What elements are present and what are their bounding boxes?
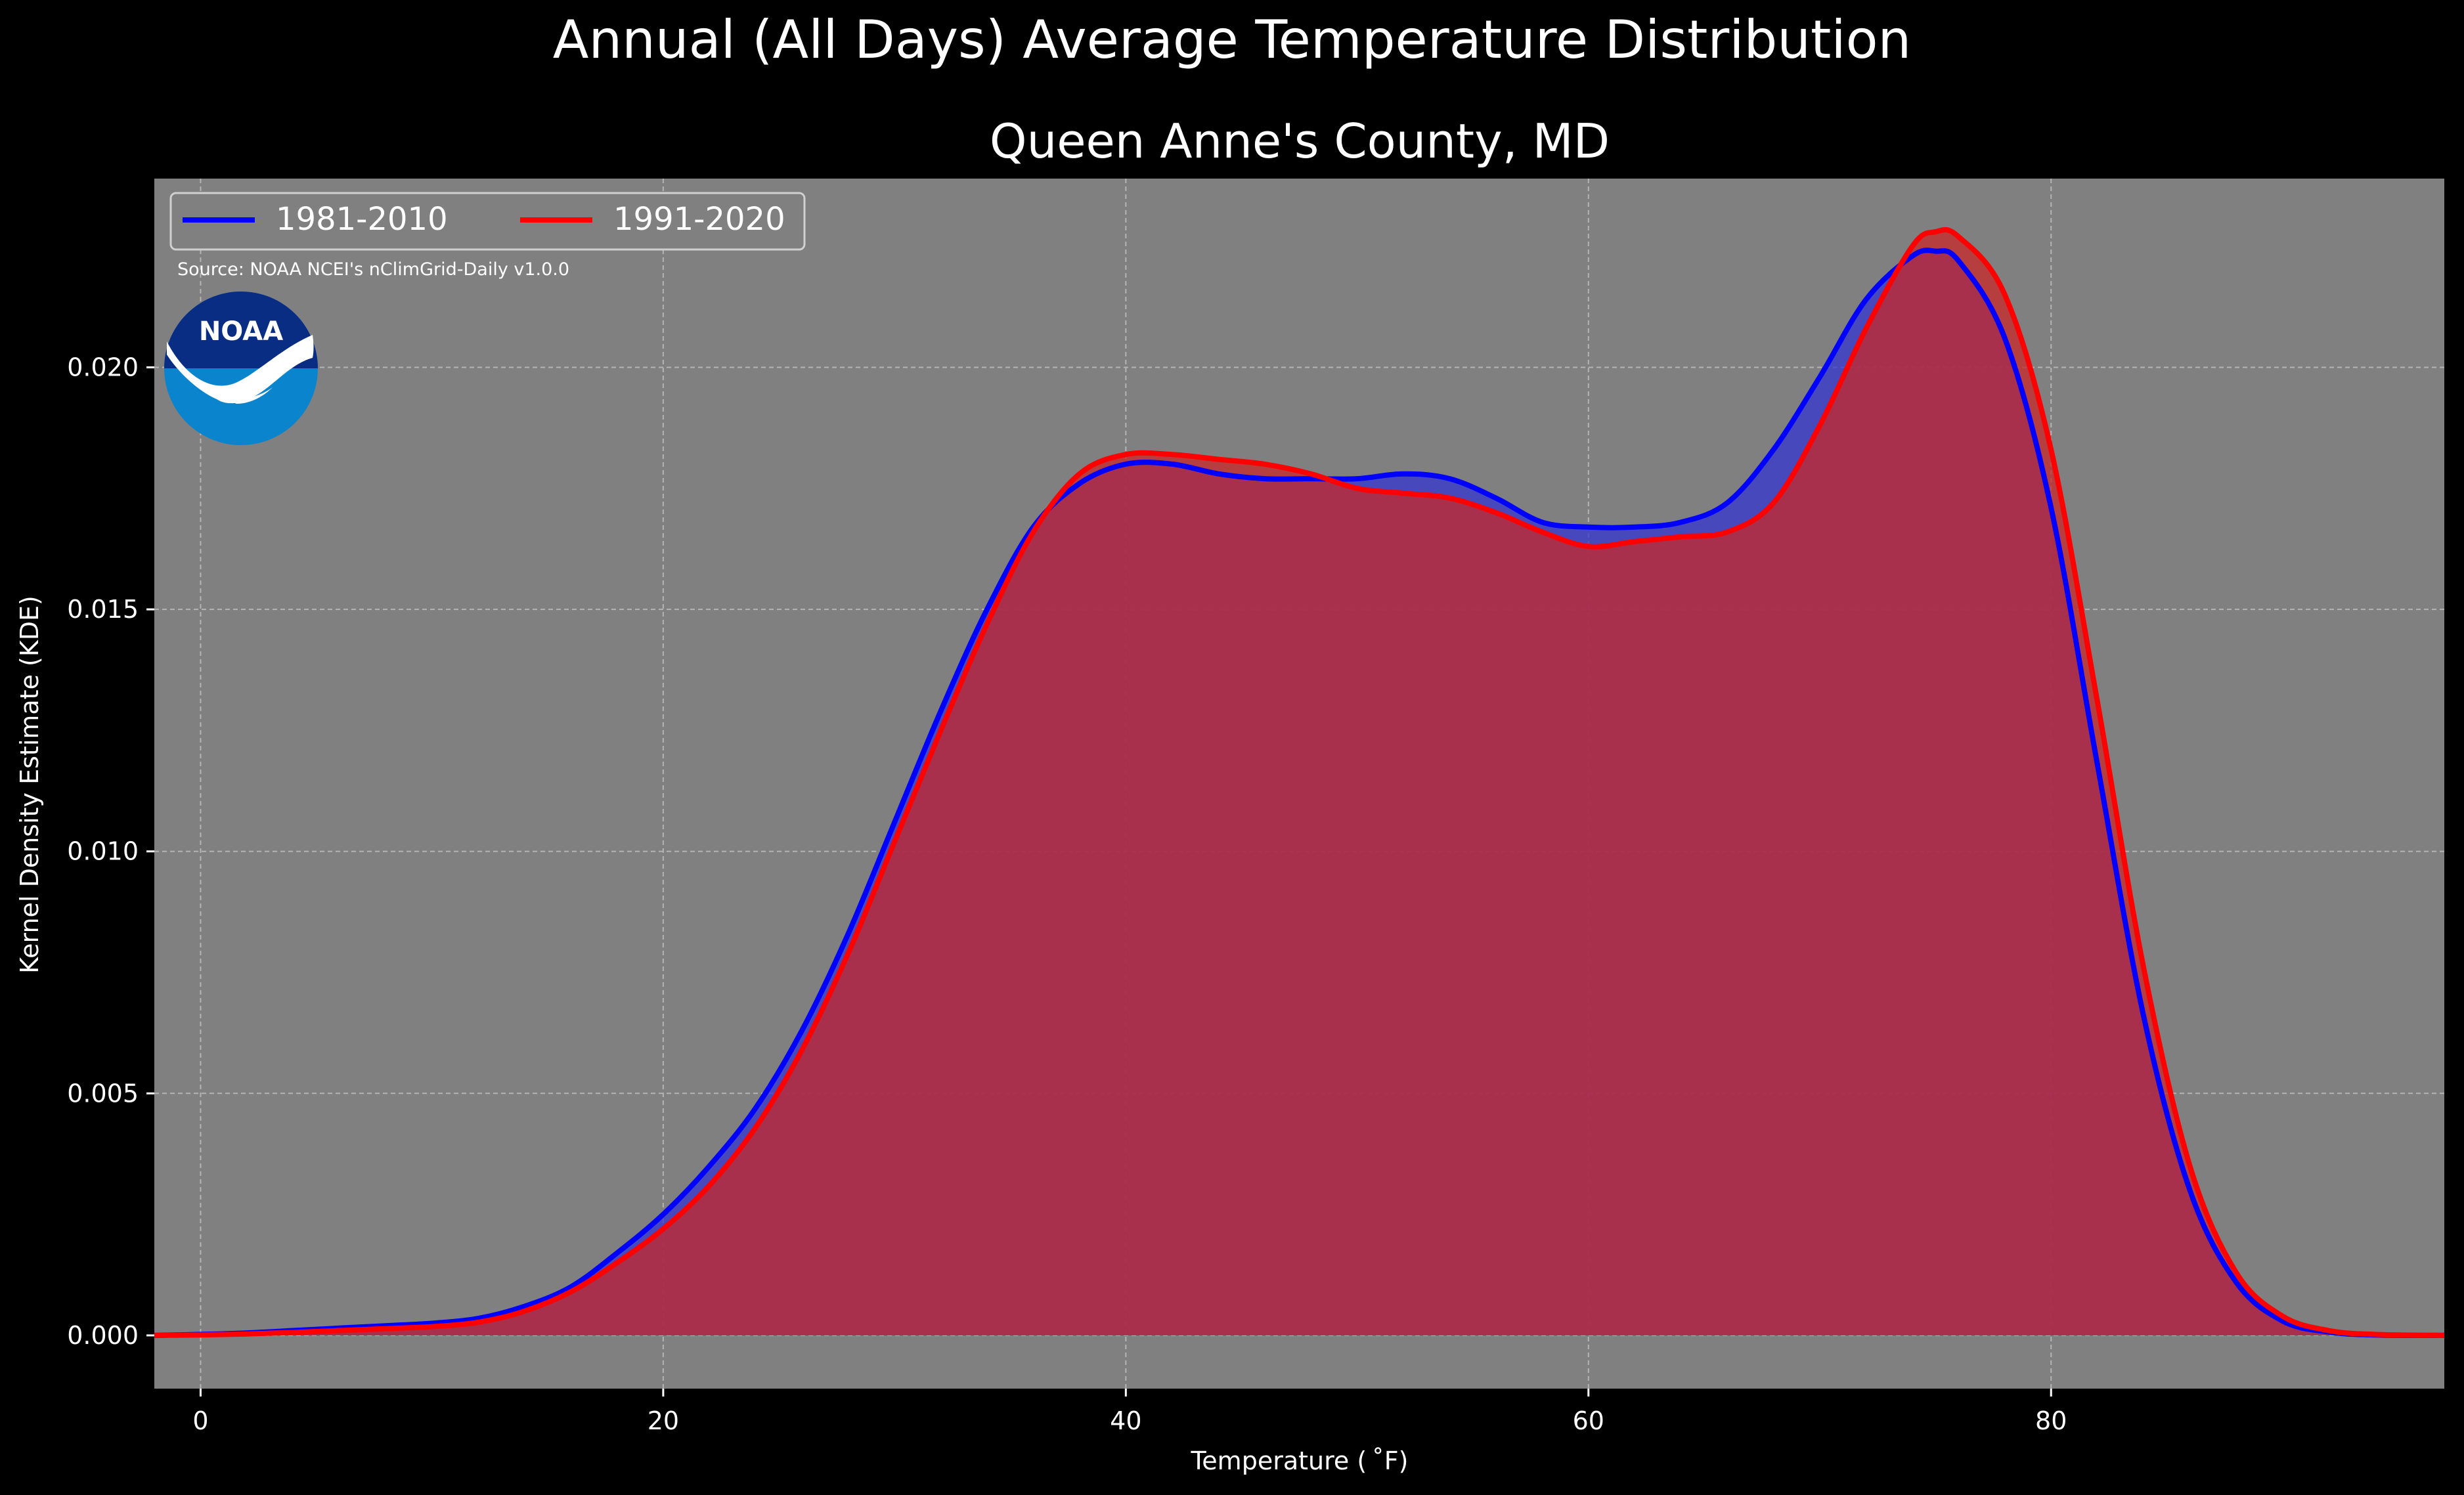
noaa-logo-text: NOAA — [199, 316, 283, 347]
legend-label-1981-2010: 1981-2010 — [276, 201, 448, 238]
series-line-1991-2020 — [154, 227, 2445, 1338]
y-tick-label: 0.005 — [67, 1079, 139, 1108]
x-tick-label: 80 — [2035, 1406, 2067, 1435]
y-tick-label: 0.000 — [67, 1321, 139, 1350]
x-tick-label: 40 — [1110, 1406, 1141, 1435]
y-tick-label: 0.010 — [67, 837, 139, 866]
legend-box — [169, 192, 806, 251]
legend: 1981-2010 1991-2020 — [169, 192, 806, 251]
axis-ticks: 0 20 40 60 80 0.000 0.005 0.010 0.015 0.020 — [67, 353, 2067, 1435]
series-fill-layer — [154, 229, 2444, 1335]
source-note: Source: NOAA NCEI's nClimGrid-Daily v1.0… — [177, 259, 569, 280]
y-axis-label: Kernel Density Estimate (KDE) — [15, 596, 44, 974]
legend-label-1991-2020: 1991-2020 — [613, 201, 785, 238]
y-tick-label: 0.015 — [67, 595, 139, 624]
y-tick-label: 0.020 — [67, 353, 139, 382]
series-line-1981-2010 — [154, 248, 2445, 1338]
chart-subtitle: Queen Anne's County, MD — [990, 114, 1610, 169]
series-line-layer — [154, 227, 2445, 1338]
x-axis-label: Temperature ( ˚F) — [1191, 1446, 1409, 1475]
series-area-1991-2020 — [154, 229, 2444, 1335]
x-tick-label: 20 — [648, 1406, 679, 1435]
chart-title: Annual (All Days) Average Temperature Di… — [553, 9, 1911, 70]
x-tick-label: 0 — [192, 1406, 208, 1435]
noaa-logo: NOAA — [164, 292, 318, 445]
x-tick-label: 60 — [1573, 1406, 1604, 1435]
